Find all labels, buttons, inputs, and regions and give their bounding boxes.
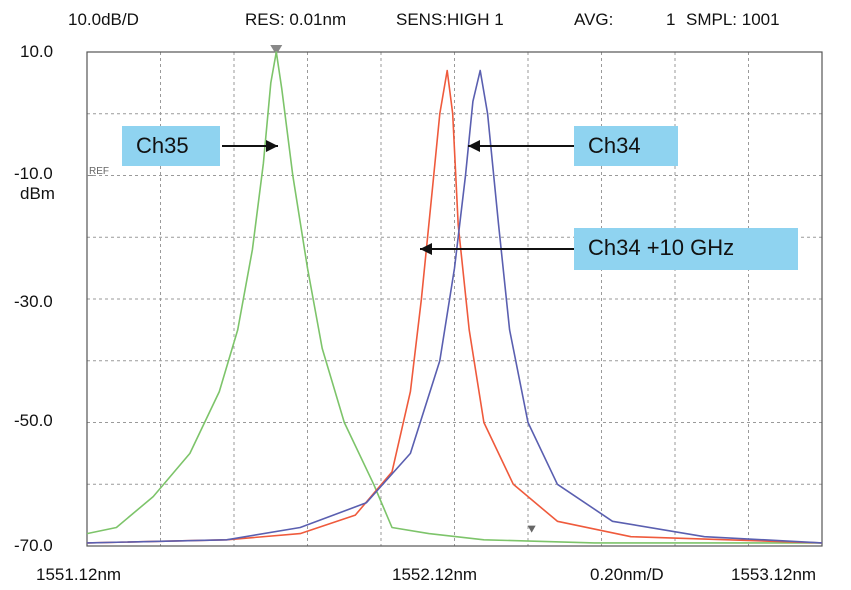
- y-tick-10: 10.0: [20, 42, 54, 61]
- trace-ch34: [86, 69, 823, 544]
- arrow-ch34-head: [468, 140, 480, 152]
- plot-frame: [86, 51, 823, 547]
- scale-label: 10.0dB/D: [68, 10, 139, 29]
- y-tick-minus50: -50.0: [14, 411, 53, 430]
- x-start-label: 1551.12nm: [36, 565, 122, 584]
- plot-border: [86, 51, 823, 547]
- sampling-label: SMPL: 1001: [686, 10, 780, 29]
- ref-marker-label: REF: [89, 166, 109, 177]
- x-center-label: 1552.12nm: [392, 565, 478, 584]
- arrow-ch35-head: [266, 140, 278, 152]
- trace-marker-icon: [527, 525, 536, 533]
- y-unit-label: dBm: [20, 184, 55, 203]
- annotation-arrows: [222, 140, 574, 255]
- callout-ch35: Ch35: [122, 126, 220, 166]
- peak-marker-icon: [270, 45, 283, 55]
- y-tick-minus10: -10.0: [14, 164, 53, 183]
- callout-ch34: Ch34: [574, 126, 678, 166]
- averaging-value: 1: [666, 10, 676, 29]
- callout-ch34-plus-10ghz: Ch34 +10 GHz: [574, 228, 798, 270]
- y-tick-minus30: -30.0: [14, 292, 53, 311]
- plot-grid: [87, 52, 822, 546]
- resolution-label: RES: 0.01nm: [245, 10, 347, 29]
- arrow-ch34-plus-head: [420, 243, 432, 255]
- x-span-label: 0.20nm/D: [590, 565, 664, 584]
- trace-ch35: [86, 51, 822, 544]
- sensitivity-label: SENS:HIGH 1: [396, 10, 504, 29]
- y-tick-minus70: -70.0: [14, 536, 53, 555]
- plot-markers: [87, 45, 536, 533]
- spectrum-traces: [86, 51, 823, 544]
- x-stop-label: 1553.12nm: [731, 565, 817, 584]
- trace-ch34-10-ghz: [86, 69, 823, 544]
- averaging-label: AVG:: [574, 10, 614, 29]
